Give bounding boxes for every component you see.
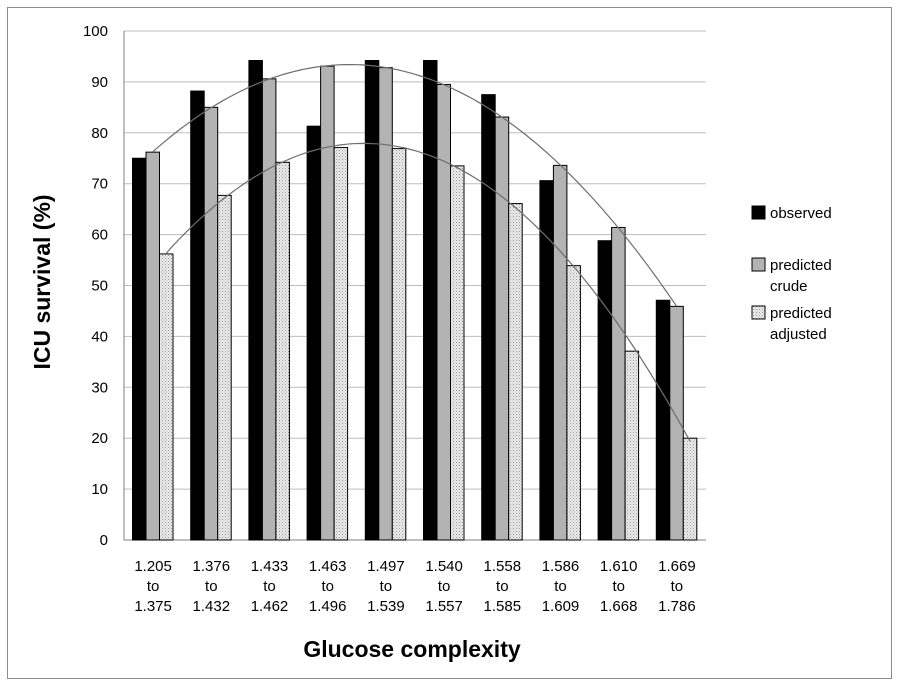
- legend-swatch-predicted-adjusted: [751, 305, 766, 320]
- legend-swatch-predicted-crude: [751, 257, 766, 272]
- bar-predicted-adjusted-3: [333, 147, 349, 541]
- x-category-label: 1.558: [484, 558, 522, 575]
- bar-predicted-adjusted-6: [508, 203, 523, 541]
- x-category-labels: 1.205 to 1.375 1.376 to 1.432 1.433 to 1.462 1.46…: [134, 558, 695, 615]
- x-category-label: 1.540: [425, 558, 463, 575]
- bar-predicted-adjusted-9: [682, 437, 698, 541]
- x-category-label: 1.609: [542, 598, 580, 615]
- x-category-label: to: [205, 578, 218, 595]
- bar-predicted-adjusted-4: [391, 148, 407, 541]
- bar-observed-3: [306, 125, 322, 541]
- bar-predicted-crude-0: [145, 151, 160, 541]
- x-category-label: 1.586: [542, 558, 580, 575]
- bar-observed-4: [364, 60, 380, 541]
- y-tick-label: 80: [91, 125, 108, 142]
- bar-predicted-crude-6: [494, 116, 510, 541]
- x-category-label: to: [496, 578, 509, 595]
- y-tick-label: 30: [91, 379, 108, 396]
- x-category-label: 1.668: [600, 598, 638, 615]
- x-category-label: 1.539: [367, 598, 405, 615]
- y-tick-label: 90: [91, 74, 108, 91]
- bar-observed-0: [132, 157, 147, 541]
- bar-predicted-adjusted-1: [217, 194, 232, 541]
- bar-predicted-crude-5: [436, 83, 451, 541]
- y-tick-labels: 0 10 20 30 40 50 60 70 80 90 100: [83, 23, 108, 549]
- bar-observed-7: [539, 180, 554, 541]
- x-category-label: 1.557: [425, 598, 463, 615]
- x-category-label: to: [263, 578, 276, 595]
- x-category-label: 1.585: [484, 598, 522, 615]
- bar-observed-5: [423, 60, 438, 541]
- bar-predicted-crude-1: [203, 106, 219, 541]
- y-tick-label: 40: [91, 328, 108, 345]
- x-category-label: to: [612, 578, 625, 595]
- legend-label: observed: [770, 205, 832, 222]
- legend-label: predicted: [770, 305, 832, 322]
- y-axis-title: ICU survival (%): [29, 194, 55, 369]
- y-tick-label: 60: [91, 227, 108, 244]
- bar-observed-1: [190, 90, 205, 541]
- trendline-predicted-adjusted: [165, 142, 691, 442]
- x-category-label: to: [147, 578, 160, 595]
- x-category-label: 1.786: [658, 598, 696, 615]
- y-tick-label: 0: [100, 532, 108, 549]
- bar-predicted-adjusted-2: [275, 161, 290, 541]
- x-category-label: 1.496: [309, 598, 347, 615]
- bar-predicted-crude-4: [378, 67, 393, 541]
- bar-predicted-adjusted-7: [566, 265, 581, 541]
- x-category-label: 1.432: [193, 598, 231, 615]
- bar-predicted-adjusted-8: [624, 350, 640, 541]
- bar-predicted-crude-8: [611, 226, 626, 541]
- bar-observed-6: [481, 94, 496, 541]
- x-category-label: to: [554, 578, 567, 595]
- legend-label: crude: [770, 278, 808, 295]
- x-axis-title: Glucose complexity: [303, 636, 521, 662]
- x-category-label: to: [321, 578, 334, 595]
- x-category-label: 1.463: [309, 558, 347, 575]
- x-category-label: 1.376: [193, 558, 231, 575]
- x-category-label: 1.205: [134, 558, 172, 575]
- legend-label: adjusted: [770, 326, 827, 343]
- legend: observed predicted crude predicted adjusted: [751, 205, 832, 343]
- y-tick-label: 70: [91, 176, 108, 193]
- x-category-label: to: [671, 578, 684, 595]
- legend-label: predicted: [770, 257, 832, 274]
- x-category-label: 1.433: [251, 558, 289, 575]
- y-tick-label: 100: [83, 23, 108, 40]
- bar-predicted-crude-2: [261, 78, 277, 541]
- bar-observed-8: [597, 240, 613, 541]
- bar-predicted-adjusted-0: [159, 253, 174, 541]
- x-category-label: 1.497: [367, 558, 405, 575]
- x-category-label: 1.375: [134, 598, 172, 615]
- bar-observed-2: [248, 60, 263, 541]
- x-category-label: to: [380, 578, 393, 595]
- bar-predicted-adjusted-5: [450, 165, 465, 541]
- x-category-label: 1.610: [600, 558, 638, 575]
- bar-predicted-crude-7: [552, 164, 568, 541]
- bar-predicted-crude-3: [320, 65, 335, 541]
- y-tick-label: 20: [91, 430, 108, 447]
- x-category-label: 1.669: [658, 558, 696, 575]
- bar-predicted-crude-9: [669, 305, 684, 541]
- trendline-predicted-crude: [152, 63, 678, 307]
- legend-swatch-observed: [751, 205, 766, 220]
- y-tick-label: 10: [91, 481, 108, 498]
- trendlines: [152, 63, 691, 442]
- bars: [132, 60, 698, 541]
- y-tick-label: 50: [91, 278, 108, 295]
- bar-observed-9: [655, 299, 671, 541]
- x-category-label: to: [438, 578, 451, 595]
- x-category-label: 1.462: [251, 598, 289, 615]
